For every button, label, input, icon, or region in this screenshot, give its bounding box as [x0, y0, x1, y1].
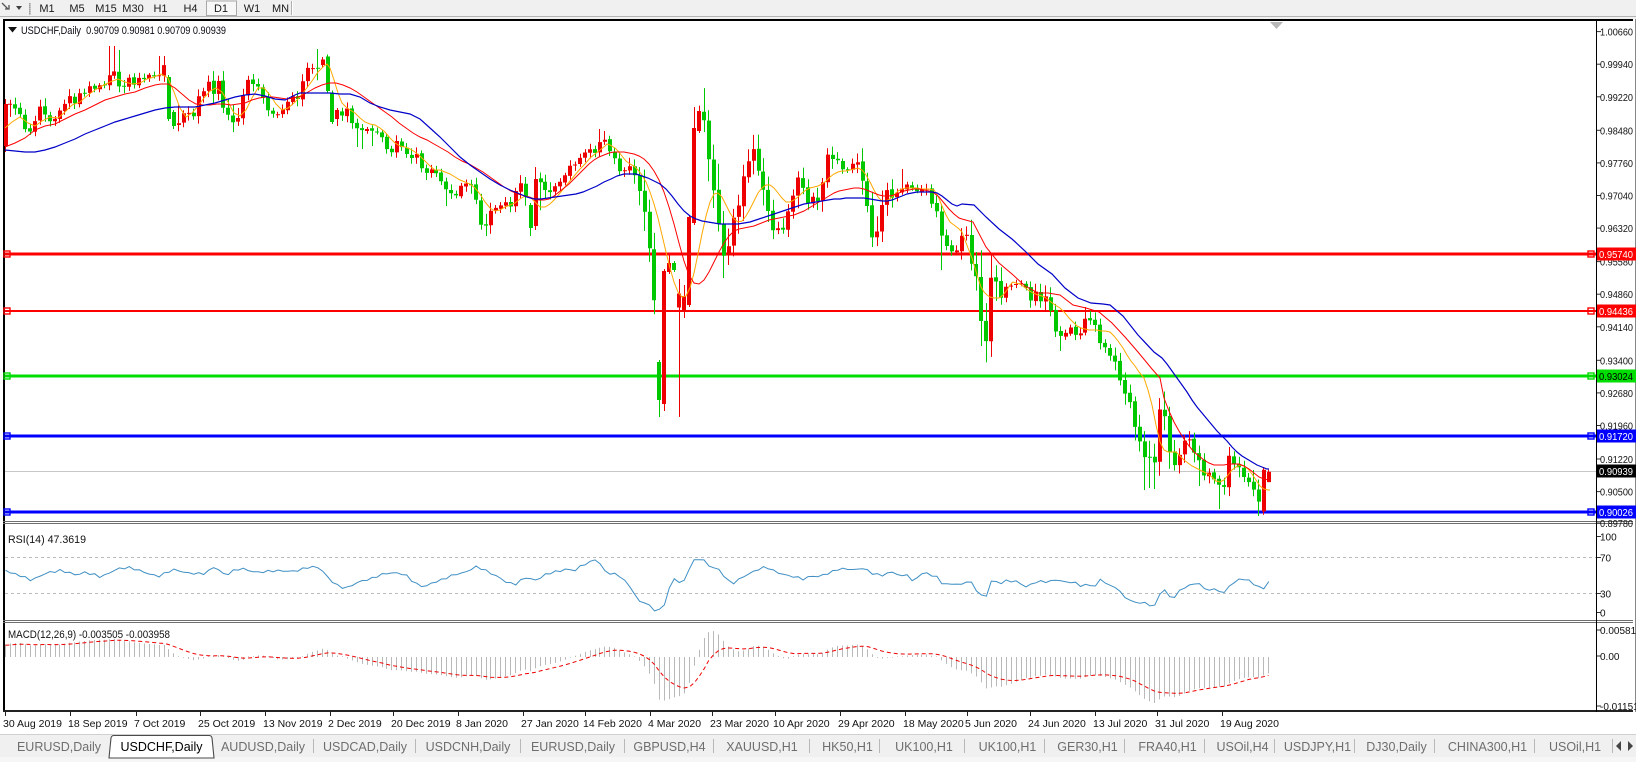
svg-text:M5: M5	[69, 3, 84, 15]
svg-text:5 Jun 2020: 5 Jun 2020	[965, 718, 1017, 730]
svg-text:10 Apr 2020: 10 Apr 2020	[773, 718, 830, 730]
svg-text:0.94140: 0.94140	[1600, 323, 1633, 334]
svg-text:0.95580: 0.95580	[1600, 258, 1633, 269]
svg-text:EURUSD,Daily: EURUSD,Daily	[531, 740, 616, 754]
svg-text:MN: MN	[272, 3, 289, 15]
svg-text:0.92680: 0.92680	[1600, 389, 1633, 400]
svg-text:0.94436: 0.94436	[1599, 307, 1633, 318]
svg-text:FRA40,H1: FRA40,H1	[1138, 740, 1196, 754]
svg-text:30 Aug 2019: 30 Aug 2019	[3, 718, 62, 730]
svg-text:D1: D1	[214, 3, 228, 15]
svg-text:7 Oct 2019: 7 Oct 2019	[134, 718, 186, 730]
svg-text:0: 0	[1600, 609, 1606, 620]
svg-text:RSI(14) 47.3619: RSI(14) 47.3619	[8, 534, 86, 546]
svg-text:AUDUSD,Daily: AUDUSD,Daily	[221, 740, 306, 754]
svg-text:0.93024: 0.93024	[1599, 372, 1633, 383]
svg-text:MACD(12,26,9) -0.003505 -0.003: MACD(12,26,9) -0.003505 -0.003958	[8, 629, 170, 641]
svg-text:USDCHF,Daily 0.90709 0.90981: USDCHF,Daily 0.90709 0.90981 0.90709 0.9…	[21, 25, 226, 37]
svg-text:0.005818: 0.005818	[1600, 626, 1636, 637]
svg-text:19 Aug 2020: 19 Aug 2020	[1220, 718, 1279, 730]
svg-text:20 Dec 2019: 20 Dec 2019	[391, 718, 451, 730]
svg-text:H1: H1	[153, 3, 167, 15]
svg-text:DJ30,Daily: DJ30,Daily	[1366, 740, 1427, 754]
svg-text:M30: M30	[122, 3, 143, 15]
svg-text:M15: M15	[95, 3, 116, 15]
svg-text:1.00660: 1.00660	[1600, 28, 1633, 39]
svg-text:USOil,H1: USOil,H1	[1549, 740, 1601, 754]
svg-text:29 Apr 2020: 29 Apr 2020	[838, 718, 895, 730]
svg-text:13 Nov 2019: 13 Nov 2019	[263, 718, 323, 730]
svg-text:0.93400: 0.93400	[1600, 356, 1633, 367]
svg-text:0.94860: 0.94860	[1600, 290, 1633, 301]
svg-text:25 Oct 2019: 25 Oct 2019	[198, 718, 255, 730]
svg-text:CHINA300,H1: CHINA300,H1	[1448, 740, 1527, 754]
svg-text:W1: W1	[244, 3, 261, 15]
svg-text:XAUUSD,H1: XAUUSD,H1	[726, 740, 798, 754]
svg-text:0.00: 0.00	[1600, 652, 1620, 663]
svg-text:0.99940: 0.99940	[1600, 60, 1633, 71]
svg-text:8 Jan 2020: 8 Jan 2020	[456, 718, 508, 730]
svg-text:2 Dec 2019: 2 Dec 2019	[328, 718, 382, 730]
svg-text:13 Jul 2020: 13 Jul 2020	[1093, 718, 1147, 730]
svg-text:24 Jun 2020: 24 Jun 2020	[1028, 718, 1086, 730]
svg-text:USDCHF,Daily: USDCHF,Daily	[121, 740, 204, 754]
svg-text:0.90026: 0.90026	[1599, 508, 1633, 519]
svg-text:UK100,H1: UK100,H1	[979, 740, 1037, 754]
svg-text:UK100,H1: UK100,H1	[895, 740, 953, 754]
svg-text:USDCAD,Daily: USDCAD,Daily	[323, 740, 408, 754]
svg-text:HK50,H1: HK50,H1	[822, 740, 873, 754]
svg-text:4 Mar 2020: 4 Mar 2020	[648, 718, 701, 730]
svg-text:23 Mar 2020: 23 Mar 2020	[710, 718, 769, 730]
svg-text:H4: H4	[183, 3, 197, 15]
svg-text:30: 30	[1600, 590, 1612, 601]
svg-text:0.91720: 0.91720	[1599, 432, 1633, 443]
svg-text:-0.01151: -0.01151	[1600, 702, 1636, 713]
svg-text:GER30,H1: GER30,H1	[1057, 740, 1117, 754]
svg-text:0.99220: 0.99220	[1600, 93, 1633, 104]
svg-text:M1: M1	[39, 3, 54, 15]
svg-text:0.90939: 0.90939	[1599, 467, 1633, 478]
svg-text:0.89780: 0.89780	[1600, 519, 1633, 530]
svg-text:14 Feb 2020: 14 Feb 2020	[583, 718, 642, 730]
svg-text:GBPUSD,H4: GBPUSD,H4	[633, 740, 705, 754]
svg-text:0.90500: 0.90500	[1600, 488, 1633, 499]
svg-text:0.97760: 0.97760	[1600, 159, 1633, 170]
svg-text:USDJPY,H1: USDJPY,H1	[1284, 740, 1351, 754]
svg-text:100: 100	[1600, 533, 1617, 544]
svg-text:0.91220: 0.91220	[1600, 455, 1633, 466]
svg-text:0.98480: 0.98480	[1600, 126, 1633, 137]
svg-text:70: 70	[1600, 554, 1612, 565]
svg-text:USOil,H4: USOil,H4	[1216, 740, 1268, 754]
svg-text:USDCNH,Daily: USDCNH,Daily	[426, 740, 511, 754]
svg-text:0.91960: 0.91960	[1600, 422, 1633, 433]
svg-text:27 Jan 2020: 27 Jan 2020	[521, 718, 579, 730]
svg-text:31 Jul 2020: 31 Jul 2020	[1155, 718, 1209, 730]
svg-text:0.97040: 0.97040	[1600, 192, 1633, 203]
svg-text:18 Sep 2019: 18 Sep 2019	[68, 718, 128, 730]
svg-text:0.96320: 0.96320	[1600, 224, 1633, 235]
svg-text:18 May 2020: 18 May 2020	[903, 718, 964, 730]
svg-text:0.95740: 0.95740	[1599, 250, 1633, 261]
svg-text:EURUSD,Daily: EURUSD,Daily	[17, 740, 102, 754]
